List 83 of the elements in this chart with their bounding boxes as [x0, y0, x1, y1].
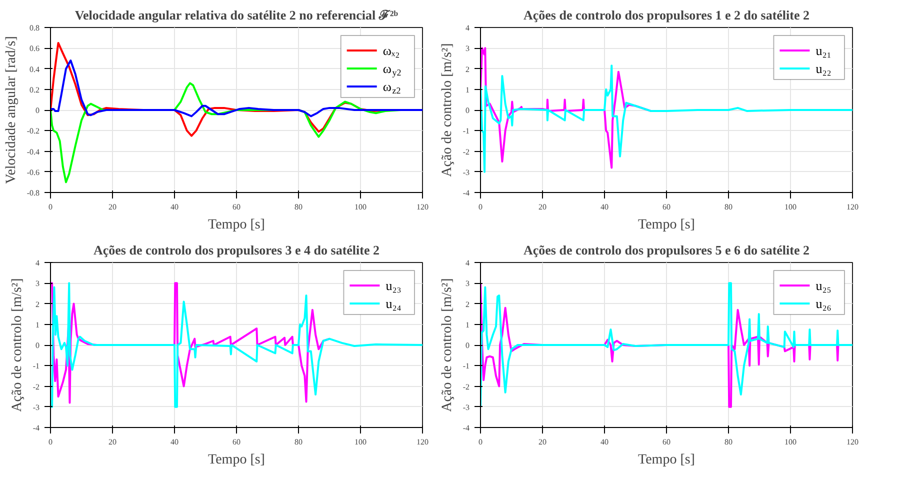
- legend-label: u₂₆: [816, 296, 832, 311]
- x-tick-label: 60: [662, 202, 670, 212]
- x-tick-label: 40: [600, 438, 608, 446]
- legend-label: u₂₂: [816, 61, 832, 76]
- y-tick-label: -0.8: [26, 188, 40, 198]
- y-tick-label: -1: [462, 362, 470, 371]
- x-tick-label: 20: [108, 438, 116, 446]
- x-axis-title: Tempo [s]: [638, 452, 695, 468]
- x-tick-label: 100: [354, 438, 366, 446]
- y-tick-label: 0.4: [30, 64, 40, 74]
- x-tick-label: 20: [538, 438, 546, 446]
- chart-title: Ações de controlo dos propulsores 1 e 2 do satélite 2: [524, 8, 810, 22]
- y-tick-label: -2: [32, 382, 40, 392]
- y-tick-label: 3: [36, 279, 40, 288]
- y-tick-label: 3: [466, 279, 470, 288]
- y-tick-label: 0: [36, 341, 40, 350]
- y-axis-title: Ação de controlo [m/s²]: [440, 278, 455, 412]
- y-axis-title: Ação de controlo [m/s²]: [440, 43, 455, 177]
- y-axis-title: Velocidade angular [rad/s]: [4, 36, 19, 184]
- legend-label: ωₓ₂: [382, 43, 400, 58]
- x-tick-label: 60: [232, 202, 240, 212]
- x-tick-label: 0: [478, 202, 482, 212]
- x-tick-label: 120: [846, 202, 858, 212]
- y-tick-label: 4: [466, 258, 470, 268]
- y-tick-label: 2: [466, 300, 470, 309]
- y-tick-label: -4: [462, 188, 470, 198]
- y-tick-label: 0.2: [30, 85, 40, 94]
- y-tick-label: -0.4: [26, 147, 40, 156]
- y-tick-label: -1: [32, 362, 40, 371]
- y-tick-label: 2: [466, 64, 470, 74]
- x-tick-label: 40: [600, 202, 608, 212]
- y-tick-label: -3: [462, 402, 470, 412]
- y-tick-label: -4: [32, 424, 40, 432]
- x-tick-label: 120: [846, 438, 858, 446]
- x-tick-label: 100: [784, 202, 796, 212]
- y-tick-label: 2: [36, 300, 40, 309]
- legend-label: u₂₃: [386, 278, 402, 293]
- chart-title: Velocidade angular relativa do satélite 2 no referencial ℱ²ᵇ: [74, 8, 398, 22]
- x-axis-title: Tempo [s]: [208, 218, 265, 232]
- x-tick-label: 80: [294, 438, 302, 446]
- x-tick-label: 20: [108, 202, 116, 212]
- y-tick-label: 4: [466, 24, 470, 32]
- y-axis-title: Ação de controlo [m/s²]: [10, 278, 25, 412]
- x-tick-label: 40: [170, 202, 178, 212]
- x-tick-label: 0: [48, 202, 52, 212]
- x-tick-label: 0: [478, 438, 482, 446]
- x-tick-label: 60: [232, 438, 240, 446]
- y-tick-label: 1: [466, 85, 470, 94]
- y-tick-label: 0: [36, 106, 40, 115]
- x-tick-label: 40: [170, 438, 178, 446]
- y-tick-label: -4: [462, 424, 470, 432]
- x-tick-label: 0: [48, 438, 52, 446]
- y-tick-label: 1: [36, 320, 40, 330]
- x-tick-label: 80: [724, 202, 732, 212]
- x-tick-label: 80: [294, 202, 302, 212]
- y-tick-label: 0: [466, 106, 470, 115]
- x-tick-label: 20: [538, 202, 546, 212]
- x-tick-label: 120: [416, 438, 428, 446]
- y-tick-label: -2: [462, 382, 470, 392]
- y-tick-label: 4: [36, 258, 40, 268]
- x-tick-label: 120: [416, 202, 428, 212]
- y-tick-label: 0.6: [30, 44, 40, 54]
- y-tick-label: -3: [32, 402, 40, 412]
- y-tick-label: 0: [466, 341, 470, 350]
- legend-label: u₂₁: [816, 43, 832, 58]
- y-tick-label: 3: [466, 44, 470, 54]
- chart-title: Ações de controlo dos propulsores 3 e 4 do satélite 2: [94, 242, 380, 258]
- y-tick-label: 1: [466, 320, 470, 330]
- y-tick-label: 0.8: [30, 24, 40, 32]
- x-tick-label: 60: [662, 438, 670, 446]
- y-tick-label: -0.2: [26, 126, 40, 136]
- legend-label: u₂₄: [386, 296, 402, 311]
- y-tick-label: -0.6: [26, 168, 40, 177]
- x-tick-label: 100: [354, 202, 366, 212]
- x-tick-label: 80: [724, 438, 732, 446]
- y-tick-label: -2: [462, 147, 470, 156]
- x-axis-title: Tempo [s]: [638, 218, 695, 232]
- y-tick-label: -3: [462, 168, 470, 177]
- chart-title: Ações de controlo dos propulsores 5 e 6 do satélite 2: [524, 242, 810, 258]
- y-tick-label: -1: [462, 126, 470, 136]
- legend-label: u₂₅: [816, 278, 832, 293]
- x-axis-title: Tempo [s]: [208, 452, 265, 468]
- x-tick-label: 100: [784, 438, 796, 446]
